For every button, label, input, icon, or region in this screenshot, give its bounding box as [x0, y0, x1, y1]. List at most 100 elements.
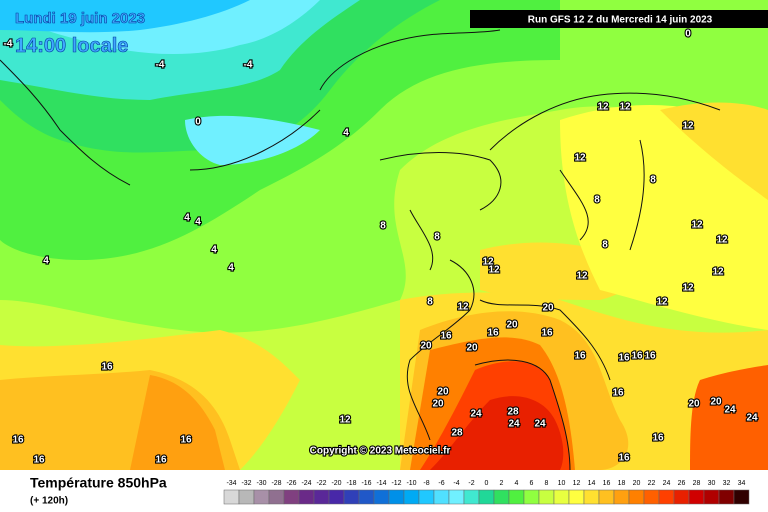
contour-label: 16: [487, 328, 499, 339]
contour-label: 12: [682, 121, 694, 132]
contour-label: 8: [434, 232, 440, 243]
contour-label: 8: [650, 175, 656, 186]
footer-title: Température 850hPa: [30, 475, 167, 491]
legend-swatch: [448, 489, 465, 505]
run-box: [470, 10, 768, 28]
contour-label: 16: [631, 351, 643, 362]
contour-label: 16: [618, 453, 630, 464]
contour-label: 16: [155, 455, 167, 466]
legend-swatch: [238, 489, 255, 505]
legend-swatch: [508, 489, 525, 505]
legend-swatch: [478, 489, 495, 505]
contour-label: 16: [440, 331, 452, 342]
legend-label: -20: [331, 480, 341, 487]
legend-swatch: [718, 489, 735, 505]
contour-label: 12: [488, 265, 500, 276]
legend-label: 34: [738, 480, 746, 487]
legend-label: 32: [723, 480, 731, 487]
contour-label: 12: [574, 153, 586, 164]
contour-label: 16: [12, 435, 24, 446]
contour-label: 20: [420, 341, 432, 352]
contour-label: 12: [457, 302, 469, 313]
contour-label: 4: [211, 245, 217, 256]
legend-label: -18: [346, 480, 356, 487]
contour-label: 24: [508, 419, 520, 430]
legend-swatch: [253, 489, 270, 505]
legend-label: -16: [361, 480, 371, 487]
contour-label: 12: [656, 297, 668, 308]
contour-label: 8: [427, 297, 433, 308]
legend-swatch: [568, 489, 585, 505]
contour-label: 4: [195, 217, 201, 228]
legend-label: 28: [693, 480, 701, 487]
contour-label: 16: [652, 433, 664, 444]
legend-swatch: [328, 489, 345, 505]
forecast-date: Lundi 19 juin 2023: [15, 10, 145, 27]
contour-label: 20: [506, 320, 518, 331]
contour-label: 28: [507, 407, 519, 418]
forecast-time: 14:00 locale: [15, 35, 128, 57]
legend-label: -6: [438, 480, 444, 487]
contour-label: 4: [43, 256, 49, 267]
contour-label: 24: [470, 409, 482, 420]
contour-label: 8: [380, 221, 386, 232]
legend-label: -26: [286, 480, 296, 487]
legend: -34 -32 -30 -28 -26 -24 -22 -20 -18 -16 -14 -12 -10-…: [223, 480, 750, 505]
contour-label: 20: [542, 303, 554, 314]
contour-label: 12: [576, 271, 588, 282]
legend-swatch: [373, 489, 390, 505]
legend-label: 8: [545, 480, 549, 487]
legend-label: 14: [588, 480, 596, 487]
legend-swatch: [268, 489, 285, 505]
contour-label: 20: [710, 397, 722, 408]
contour-label: 4: [343, 128, 349, 139]
contour-label: 16: [101, 362, 113, 373]
legend-swatch: [733, 489, 750, 505]
legend-swatch: [418, 489, 435, 505]
legend-label: -8: [423, 480, 429, 487]
legend-swatch: [223, 489, 240, 505]
legend-label: 2: [500, 480, 504, 487]
contour-label: 0: [685, 29, 691, 40]
legend-swatch: [643, 489, 660, 505]
legend-swatch: [283, 489, 300, 505]
legend-swatch: [583, 489, 600, 505]
legend-label: 24: [663, 480, 671, 487]
contour-label: 4: [228, 263, 234, 274]
contour-label: 24: [724, 405, 736, 416]
legend-label: 16: [603, 480, 611, 487]
legend-label: 0: [485, 480, 489, 487]
contour-label: 4: [184, 213, 190, 224]
legend-swatch: [433, 489, 450, 505]
legend-swatch: [628, 489, 645, 505]
legend-label: 30: [708, 480, 716, 487]
legend-label: 4: [515, 480, 519, 487]
legend-swatch: [388, 489, 405, 505]
contour-label: 16: [541, 328, 553, 339]
contour-label: 28: [451, 428, 463, 439]
legend-label: 26: [678, 480, 686, 487]
contour-label: 12: [682, 283, 694, 294]
legend-label: -14: [376, 480, 386, 487]
legend-label: -12: [391, 480, 401, 487]
contour-label: 8: [594, 195, 600, 206]
coastlines: [0, 29, 721, 471]
legend-swatch: [598, 489, 615, 505]
legend-swatch: [538, 489, 555, 505]
legend-label: 12: [573, 480, 581, 487]
contour-label: 16: [180, 435, 192, 446]
contour-label: 16: [33, 455, 45, 466]
contour-label: 12: [597, 102, 609, 113]
contour-label: 12: [716, 235, 728, 246]
legend-label: 10: [558, 480, 566, 487]
legend-swatch: [553, 489, 570, 505]
contour-label: 24: [534, 419, 546, 430]
legend-label: -2: [468, 480, 474, 487]
contour-label: 0: [195, 117, 201, 128]
legend-label: -28: [271, 480, 281, 487]
footer-subtitle: (+ 120h): [30, 496, 68, 507]
contour-label: 12: [339, 415, 351, 426]
legend-swatch: [613, 489, 630, 505]
